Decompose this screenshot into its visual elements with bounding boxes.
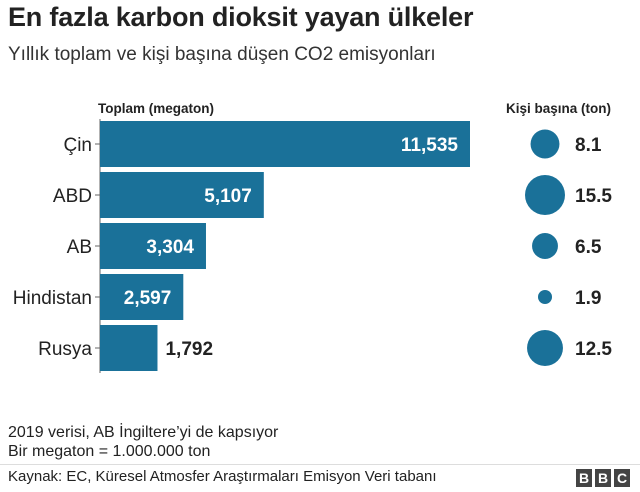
footer-divider — [0, 464, 640, 465]
bar-value-label: 11,535 — [401, 135, 458, 156]
per-capita-column-header: Kişi başına (ton) — [506, 101, 612, 116]
source-text: Kaynak: EC, Küresel Atmosfer Araştırmala… — [8, 468, 437, 485]
category-label: ABD — [53, 186, 92, 207]
total-column-header: Toplam (megaton) — [98, 101, 214, 116]
chart-title: En fazla karbon dioksit yayan ülkeler — [8, 2, 474, 32]
per-capita-label: 1.9 — [575, 288, 601, 309]
bbc-logo-letter: B — [576, 469, 592, 487]
bar-value-label: 1,792 — [165, 339, 213, 360]
bar — [100, 223, 206, 269]
per-capita-bubble — [530, 129, 560, 159]
bar — [100, 325, 158, 371]
per-capita-label: 8.1 — [575, 135, 602, 156]
category-label: AB — [67, 237, 92, 258]
per-capita-bubble — [525, 175, 565, 215]
note-data-year: 2019 verisi, AB İngiltere’yi de kapsıyor — [8, 424, 279, 441]
per-capita-label: 15.5 — [575, 186, 612, 207]
category-label: Çin — [63, 135, 92, 156]
per-capita-label: 12.5 — [575, 339, 612, 360]
per-capita-bubble — [527, 330, 563, 366]
bar-value-label: 5,107 — [204, 186, 252, 207]
bar — [100, 121, 470, 167]
bar — [100, 172, 264, 218]
category-label: Rusya — [38, 339, 92, 360]
chart-subtitle: Yıllık toplam ve kişi başına düşen CO2 e… — [8, 44, 436, 65]
bbc-logo: B B C — [576, 469, 630, 487]
bar-value-label: 2,597 — [124, 288, 172, 309]
per-capita-bubble — [537, 289, 553, 305]
bbc-logo-letter: C — [614, 469, 630, 487]
per-capita-bubble — [532, 233, 558, 259]
per-capita-label: 6.5 — [575, 237, 602, 258]
bar — [100, 274, 184, 320]
note-megaton-definition: Bir megaton = 1.000.000 ton — [8, 443, 211, 460]
bbc-logo-letter: B — [595, 469, 611, 487]
bar-value-label: 3,304 — [146, 237, 194, 258]
category-label: Hindistan — [13, 288, 92, 309]
